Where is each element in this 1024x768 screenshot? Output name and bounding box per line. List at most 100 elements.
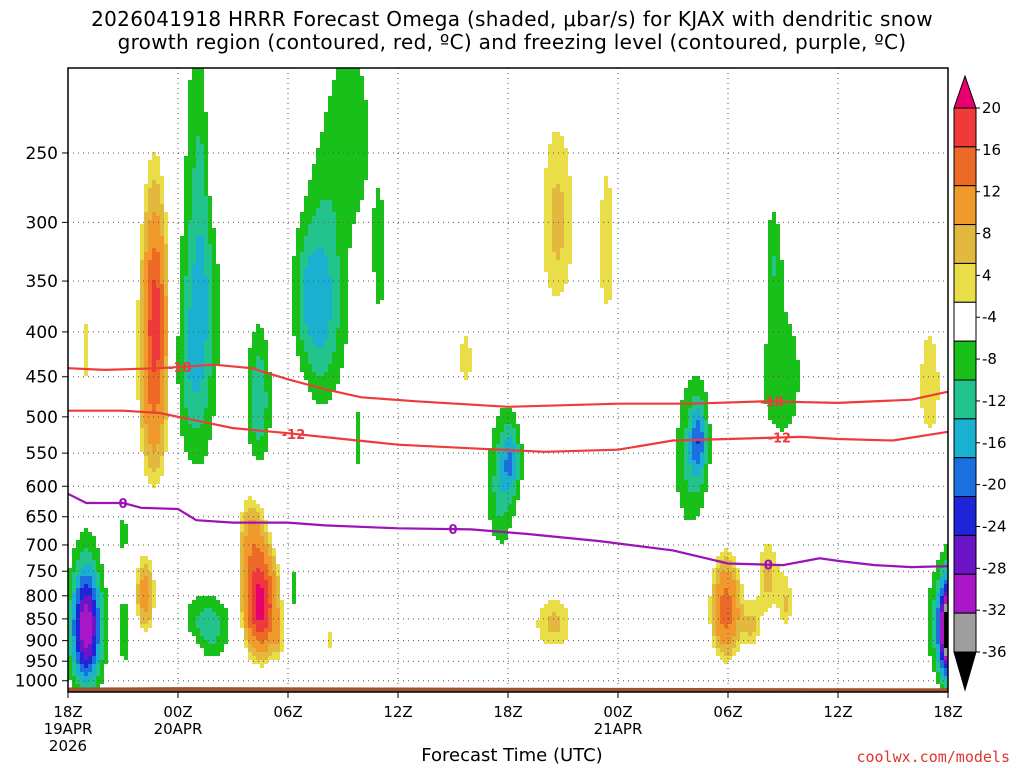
omega-cell	[200, 448, 204, 452]
omega-cell	[188, 136, 192, 140]
omega-cell	[192, 268, 196, 272]
omega-cell	[264, 428, 268, 432]
omega-cell	[304, 224, 308, 228]
omega-cell	[732, 624, 736, 628]
omega-cell	[188, 456, 192, 460]
omega-cell	[204, 116, 208, 120]
omega-cell	[72, 560, 76, 564]
omega-cell	[332, 136, 336, 140]
omega-cell	[244, 548, 248, 552]
omega-cell	[320, 232, 324, 236]
omega-cell	[360, 152, 364, 156]
omega-cell	[784, 380, 788, 384]
omega-cell	[204, 160, 208, 164]
omega-cell	[100, 584, 104, 588]
omega-cell	[320, 292, 324, 296]
omega-cell	[460, 356, 464, 360]
omega-cell	[196, 416, 200, 420]
omega-cell	[148, 572, 152, 576]
omega-cell	[308, 236, 312, 240]
omega-cell	[156, 156, 160, 160]
omega-cell	[348, 96, 352, 100]
omega-cell	[100, 576, 104, 580]
omega-cell	[332, 80, 336, 84]
omega-cell	[140, 388, 144, 392]
omega-cell	[340, 288, 344, 292]
omega-cell	[244, 624, 248, 628]
omega-cell	[300, 216, 304, 220]
omega-cell	[564, 188, 568, 192]
omega-cell	[204, 296, 208, 300]
omega-cell	[152, 208, 156, 212]
omega-cell	[352, 172, 356, 176]
omega-cell	[140, 264, 144, 268]
omega-cell	[152, 408, 156, 412]
omega-cell	[164, 328, 168, 332]
omega-cell	[772, 248, 776, 252]
omega-cell	[324, 172, 328, 176]
omega-cell	[208, 296, 212, 300]
omega-cell	[136, 584, 140, 588]
omega-cell	[152, 196, 156, 200]
omega-cell	[204, 372, 208, 376]
omega-cell	[380, 268, 384, 272]
omega-cell	[324, 380, 328, 384]
omega-cell	[76, 600, 80, 604]
omega-cell	[148, 204, 152, 208]
omega-cell	[784, 312, 788, 316]
omega-cell	[712, 620, 716, 624]
omega-cell	[248, 632, 252, 636]
omega-cell	[72, 564, 76, 568]
omega-cell	[96, 600, 100, 604]
omega-cell	[784, 596, 788, 600]
omega-cell	[608, 296, 612, 300]
omega-cell	[144, 408, 148, 412]
omega-cell	[160, 424, 164, 428]
omega-cell	[148, 432, 152, 436]
omega-cell	[488, 484, 492, 488]
omega-cell	[92, 600, 96, 604]
omega-cell	[508, 488, 512, 492]
omega-cell	[164, 432, 168, 436]
omega-cell	[504, 524, 508, 528]
omega-cell	[272, 624, 276, 628]
omega-cell	[376, 288, 380, 292]
omega-cell	[500, 520, 504, 524]
omega-cell	[772, 268, 776, 272]
omega-cell	[200, 368, 204, 372]
omega-cell	[600, 228, 604, 232]
omega-cell	[336, 196, 340, 200]
omega-cell	[680, 448, 684, 452]
omega-cell	[344, 220, 348, 224]
omega-cell	[724, 556, 728, 560]
omega-cell	[120, 640, 124, 644]
omega-cell	[256, 556, 260, 560]
omega-cell	[344, 144, 348, 148]
omega-cell	[68, 660, 72, 664]
omega-cell	[344, 168, 348, 172]
omega-cell	[164, 252, 168, 256]
omega-cell	[80, 684, 84, 688]
omega-cell	[104, 640, 108, 644]
omega-cell	[328, 380, 332, 384]
omega-cell	[764, 392, 768, 396]
omega-cell	[196, 360, 200, 364]
omega-cell	[200, 180, 204, 184]
omega-cell	[556, 144, 560, 148]
omega-cell	[564, 240, 568, 244]
omega-cell	[196, 216, 200, 220]
omega-cell	[156, 256, 160, 260]
omega-cell	[160, 376, 164, 380]
omega-cell	[200, 416, 204, 420]
omega-cell	[336, 276, 340, 280]
omega-cell	[156, 304, 160, 308]
omega-cell	[772, 412, 776, 416]
omega-cell	[608, 212, 612, 216]
omega-cell	[568, 180, 572, 184]
omega-cell	[184, 356, 188, 360]
omega-cell	[248, 564, 252, 568]
omega-cell	[264, 440, 268, 444]
omega-cell	[684, 416, 688, 420]
omega-cell	[212, 632, 216, 636]
omega-cell	[312, 288, 316, 292]
